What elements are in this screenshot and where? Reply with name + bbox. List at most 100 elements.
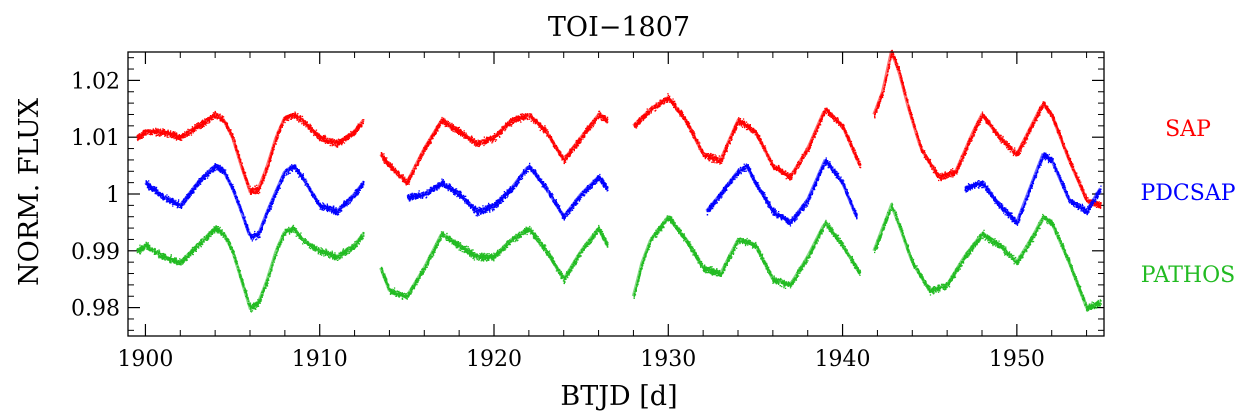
data-point bbox=[650, 112, 652, 114]
data-point bbox=[731, 138, 733, 141]
data-point bbox=[179, 139, 181, 141]
data-point bbox=[197, 127, 199, 129]
data-point bbox=[806, 153, 808, 155]
data-point bbox=[607, 121, 609, 123]
data-point bbox=[320, 139, 323, 142]
data-point bbox=[715, 155, 717, 157]
data-point bbox=[463, 132, 466, 134]
data-point bbox=[298, 121, 300, 123]
data-point bbox=[469, 140, 472, 142]
data-point bbox=[137, 138, 140, 140]
data-point bbox=[716, 160, 718, 162]
data-point bbox=[504, 130, 506, 132]
data-point bbox=[477, 139, 479, 141]
data-point bbox=[193, 130, 195, 132]
data-point bbox=[639, 122, 641, 124]
data-point bbox=[463, 130, 465, 132]
data-point bbox=[748, 128, 750, 131]
data-point bbox=[774, 168, 776, 170]
data-point bbox=[704, 157, 706, 160]
data-point bbox=[517, 120, 519, 122]
data-point bbox=[594, 121, 596, 123]
data-point bbox=[194, 124, 196, 126]
data-point bbox=[391, 163, 393, 165]
data-point bbox=[221, 115, 224, 117]
data-point bbox=[681, 110, 683, 112]
data-point bbox=[443, 118, 445, 120]
data-point bbox=[446, 120, 448, 122]
data-point bbox=[201, 124, 203, 126]
data-point bbox=[460, 134, 462, 136]
data-point bbox=[805, 154, 807, 156]
data-point bbox=[734, 132, 736, 134]
data-point bbox=[708, 157, 710, 159]
data-point bbox=[512, 122, 515, 124]
data-point bbox=[183, 136, 185, 138]
data-point bbox=[146, 132, 149, 135]
data-point bbox=[196, 123, 198, 125]
data-point bbox=[155, 132, 157, 134]
data-point bbox=[520, 113, 522, 115]
data-point bbox=[838, 124, 840, 126]
data-point bbox=[309, 130, 311, 132]
data-point bbox=[257, 192, 260, 195]
data-point bbox=[574, 147, 577, 149]
data-point bbox=[529, 113, 531, 115]
data-point bbox=[483, 144, 485, 147]
data-point bbox=[163, 133, 165, 135]
data-point bbox=[296, 118, 298, 120]
series-sap bbox=[135, 49, 1102, 209]
data-point bbox=[322, 140, 325, 142]
data-point bbox=[301, 115, 304, 118]
data-point bbox=[205, 122, 207, 124]
data-point bbox=[205, 124, 207, 126]
data-point bbox=[209, 121, 211, 123]
data-point bbox=[190, 134, 193, 136]
data-point bbox=[606, 116, 609, 118]
data-point bbox=[511, 121, 514, 123]
data-point bbox=[430, 141, 432, 143]
data-point bbox=[156, 128, 158, 130]
data-point bbox=[764, 145, 766, 147]
data-point bbox=[586, 125, 589, 127]
data-point bbox=[447, 120, 449, 123]
data-point bbox=[180, 138, 182, 140]
data-point bbox=[219, 120, 221, 122]
data-point bbox=[601, 119, 603, 122]
data-point bbox=[175, 137, 177, 140]
data-point bbox=[390, 169, 392, 171]
data-point bbox=[244, 172, 247, 174]
data-point bbox=[530, 120, 532, 122]
data-point bbox=[515, 120, 517, 122]
data-point bbox=[693, 131, 695, 133]
data-point bbox=[215, 117, 217, 119]
data-point bbox=[407, 181, 410, 183]
data-point bbox=[405, 184, 407, 186]
data-point bbox=[340, 142, 342, 144]
data-point bbox=[355, 132, 357, 135]
data-point bbox=[252, 187, 254, 189]
data-point bbox=[451, 122, 453, 125]
data-point bbox=[645, 116, 647, 118]
data-point bbox=[646, 108, 648, 110]
data-point bbox=[663, 103, 665, 105]
data-point bbox=[500, 133, 502, 135]
data-point bbox=[383, 161, 385, 163]
data-point bbox=[524, 117, 526, 119]
data-point bbox=[300, 121, 302, 123]
data-point bbox=[160, 134, 163, 136]
data-point bbox=[576, 145, 578, 147]
data-point bbox=[159, 135, 161, 137]
data-point bbox=[513, 121, 515, 123]
data-point bbox=[191, 130, 193, 133]
data-point bbox=[158, 129, 160, 131]
data-point bbox=[389, 162, 392, 165]
data-point bbox=[426, 147, 428, 149]
data-point bbox=[660, 104, 662, 106]
data-point bbox=[341, 142, 343, 145]
data-point bbox=[726, 150, 728, 153]
data-point bbox=[513, 121, 516, 123]
data-point bbox=[345, 139, 347, 141]
data-point bbox=[492, 139, 495, 141]
data-point bbox=[452, 130, 454, 133]
